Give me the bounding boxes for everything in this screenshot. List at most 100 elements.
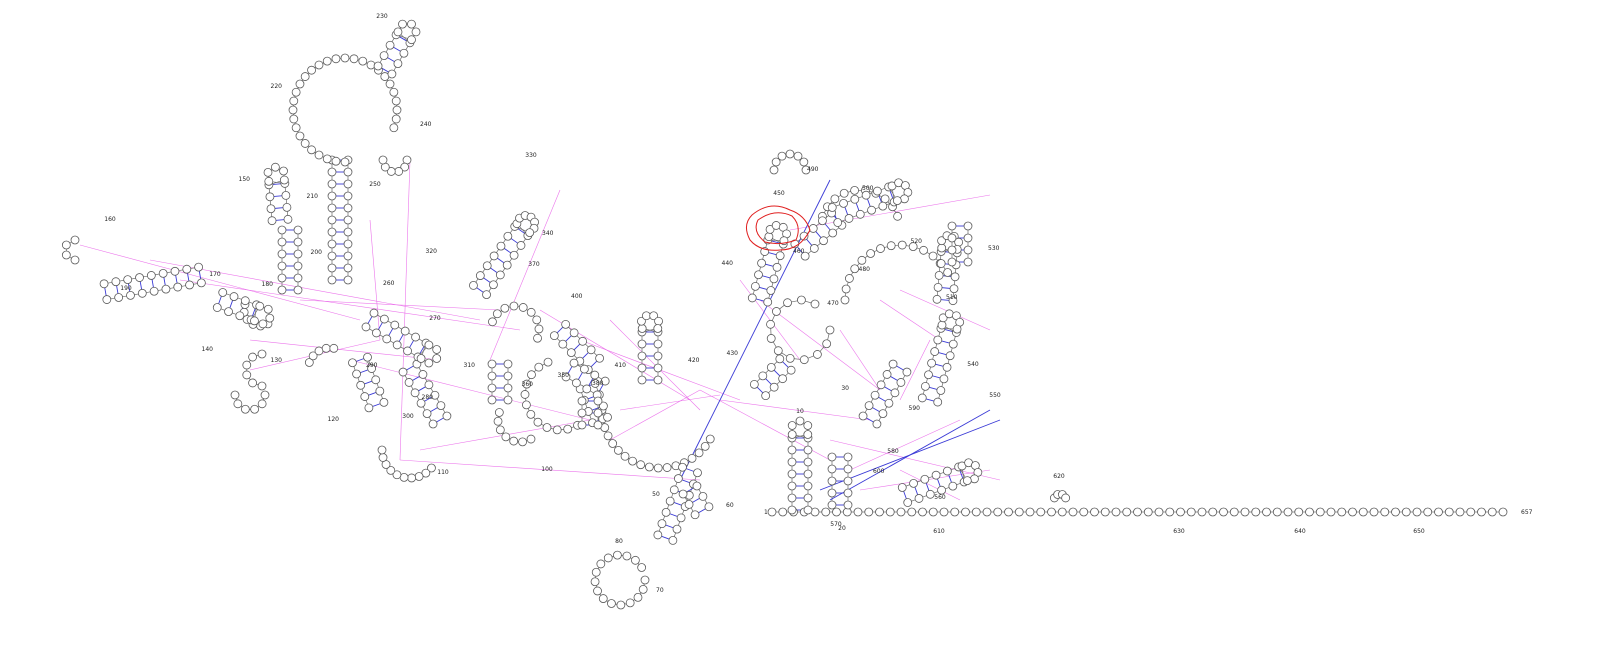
nucleotide <box>764 232 774 242</box>
nucleotide <box>482 261 492 271</box>
nucleotide <box>949 284 959 294</box>
noncanonical-link <box>899 469 961 501</box>
nucleotide <box>212 303 222 312</box>
noncanonical-link <box>399 159 411 461</box>
noncanonical-link <box>719 399 871 421</box>
nucleotide <box>264 176 274 186</box>
nucleotide <box>766 286 776 295</box>
nucleotide <box>375 386 385 396</box>
nucleotide <box>114 293 124 302</box>
nucleotide <box>787 457 797 467</box>
nucleotide <box>424 380 434 390</box>
nucleotide <box>993 507 1003 517</box>
noncanonical-link <box>609 389 701 441</box>
nucleotide <box>1272 507 1282 517</box>
nucleotide <box>277 261 287 271</box>
nucleotide <box>672 524 682 534</box>
nucleotide <box>590 577 600 587</box>
nucleotide <box>422 409 432 419</box>
nucleotide <box>369 308 379 318</box>
nucleotide <box>850 264 860 274</box>
nucleotide <box>410 388 420 398</box>
nucleotide <box>1229 507 1239 517</box>
nucleotide <box>582 384 592 394</box>
nucleotide <box>808 224 818 233</box>
nucleotide <box>495 270 505 280</box>
position-label: 600 <box>873 468 885 475</box>
position-label: 110 <box>437 469 449 476</box>
position-label: 120 <box>328 416 340 423</box>
nucleotide <box>158 268 168 278</box>
nucleotide <box>653 363 663 373</box>
nucleotide <box>327 227 337 237</box>
nucleotide <box>503 395 513 405</box>
nucleotide <box>947 245 957 255</box>
nucleotide <box>783 298 792 308</box>
noncanonical-link <box>879 299 941 341</box>
nucleotide <box>799 157 809 167</box>
nucleotide <box>489 280 498 290</box>
nucleotide <box>432 345 442 354</box>
nucleotide <box>761 391 771 401</box>
nucleotide <box>933 282 943 292</box>
nucleotide <box>757 258 766 268</box>
position-label: 360 <box>522 381 534 388</box>
nucleotide <box>778 374 788 384</box>
nucleotide <box>300 72 310 81</box>
nucleotide <box>892 196 902 206</box>
nucleotide <box>694 448 704 458</box>
nucleotide <box>839 188 849 198</box>
position-label: 640 <box>1294 528 1306 535</box>
nucleotide <box>1348 507 1357 517</box>
nucleotide <box>1358 507 1368 517</box>
position-label: 10 <box>796 408 804 415</box>
nucleotide <box>872 419 882 429</box>
nucleotide <box>340 53 350 63</box>
nucleotide <box>520 390 530 399</box>
nucleotide <box>625 598 635 608</box>
nucleotide <box>861 190 871 200</box>
nucleotide <box>321 343 331 353</box>
nucleotide <box>391 114 401 124</box>
nucleotide <box>282 202 292 212</box>
nucleotide <box>392 105 402 115</box>
noncanonical-link <box>179 279 521 331</box>
position-label: 60 <box>726 502 734 509</box>
position-label: 650 <box>1413 528 1425 535</box>
nucleotide <box>880 194 890 204</box>
nucleotide <box>844 214 854 223</box>
nucleotide <box>908 242 918 251</box>
nucleotide <box>970 474 979 484</box>
nucleotide <box>250 316 259 326</box>
nucleotide <box>400 326 410 336</box>
nucleotide <box>135 273 144 282</box>
nucleotide <box>307 145 316 155</box>
nucleotide <box>494 408 504 417</box>
nucleotide <box>638 584 648 594</box>
nucleotide <box>1004 507 1013 517</box>
position-label: 490 <box>807 166 819 173</box>
nucleotide <box>1061 493 1071 503</box>
nucleotide <box>503 231 513 241</box>
nucleotide <box>927 358 936 368</box>
nucleotide <box>1444 507 1454 517</box>
nucleotide <box>343 251 353 261</box>
nucleotide <box>897 483 907 492</box>
nucleotide <box>233 399 243 409</box>
nucleotide <box>818 216 827 226</box>
nucleotide <box>263 167 273 177</box>
nucleotide <box>878 409 888 419</box>
nucleotide <box>224 307 233 317</box>
nucleotide <box>705 434 715 444</box>
nucleotide <box>1025 507 1035 517</box>
nucleotide <box>293 261 303 271</box>
nucleotide <box>475 271 485 280</box>
nucleotide <box>850 194 860 204</box>
nucleotide <box>534 324 544 334</box>
nucleotide <box>436 401 446 411</box>
nucleotide <box>542 423 552 432</box>
nucleotide <box>763 297 773 307</box>
nucleotide <box>840 295 850 305</box>
position-label: 420 <box>688 357 700 364</box>
nucleotide <box>933 397 943 407</box>
